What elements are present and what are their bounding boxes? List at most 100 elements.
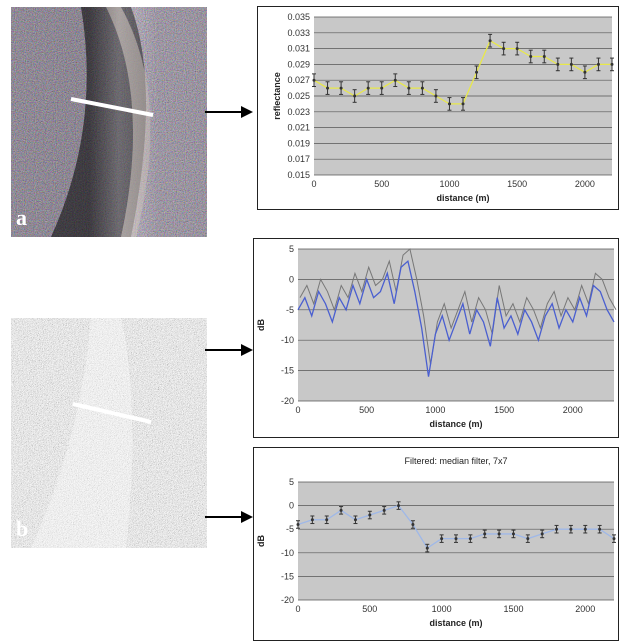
x-tick-label: 500 [374, 179, 389, 189]
y-tick-label: 0.031 [287, 44, 310, 54]
reflectance-chart: 0.015 0.017 0.019 0.021 0.023 0.025 0.027 0.029… [257, 6, 619, 210]
data-point [454, 537, 458, 541]
y-tick-label: 0.017 [287, 154, 310, 164]
y-tick-label: 0 [289, 274, 294, 284]
data-point [393, 78, 397, 82]
x-tick-label: 2000 [563, 405, 583, 415]
data-point [339, 86, 343, 90]
panel-label-a: a [16, 205, 27, 230]
x-tick-label: 500 [359, 405, 374, 415]
y-tick-label: -20 [281, 595, 294, 605]
sar-image-b: b [11, 318, 207, 548]
data-point [310, 518, 314, 522]
data-point [312, 78, 316, 82]
y-tick-label: 0.029 [287, 59, 310, 69]
x-axis-label: distance (m) [436, 193, 489, 203]
y-tick-label: -15 [281, 571, 294, 581]
y-tick-label: -10 [281, 548, 294, 558]
y-tick-label: 0.019 [287, 138, 310, 148]
data-point [502, 47, 506, 51]
data-point [447, 102, 451, 106]
arrow-right-icon [205, 511, 253, 523]
data-point [569, 527, 573, 531]
data-point [368, 513, 372, 517]
x-tick-label: 1000 [432, 604, 452, 614]
x-tick-label: 1000 [439, 179, 459, 189]
y-tick-label: 0.025 [287, 91, 310, 101]
y-tick-label: -15 [281, 366, 294, 376]
data-point [598, 527, 602, 531]
data-point [540, 532, 544, 536]
y-tick-label: 0.023 [287, 107, 310, 117]
data-point [483, 532, 487, 536]
y-tick-label: 0.015 [287, 170, 310, 180]
data-point [497, 532, 501, 536]
data-point [397, 504, 401, 508]
y-tick-label: -20 [281, 396, 294, 406]
x-tick-label: 2000 [575, 179, 595, 189]
data-point [555, 527, 559, 531]
arrow-right-icon [205, 106, 253, 118]
data-point [382, 508, 386, 512]
x-tick-label: 1500 [507, 179, 527, 189]
data-point [353, 518, 357, 522]
data-point [529, 55, 533, 58]
data-point [583, 70, 587, 74]
x-tick-label: 0 [295, 405, 300, 415]
data-point [407, 86, 411, 90]
x-tick-label: 0 [311, 179, 316, 189]
data-point [475, 70, 479, 74]
y-tick-label: 5 [289, 244, 294, 254]
data-point [461, 102, 465, 106]
data-point [353, 94, 357, 98]
sar-image-a-graphic [11, 7, 207, 237]
data-point [569, 62, 573, 66]
y-tick-label: -5 [286, 524, 294, 534]
x-tick-label: 1500 [503, 604, 523, 614]
y-tick-label: 0.033 [287, 28, 310, 38]
x-axis-label: distance (m) [429, 419, 482, 429]
data-point [411, 522, 415, 526]
series-shadow-line [299, 248, 617, 365]
data-point [511, 532, 515, 536]
data-point [434, 94, 438, 98]
data-point [326, 86, 330, 90]
data-point [488, 39, 492, 43]
data-point [339, 508, 343, 512]
data-point [468, 537, 472, 541]
arrow-right-icon [205, 344, 253, 356]
y-tick-label: -5 [286, 305, 294, 315]
data-point [526, 537, 530, 541]
y-tick-label: 0.027 [287, 75, 310, 85]
data-point [542, 55, 546, 58]
sar-image-b-graphic [11, 318, 207, 548]
x-tick-label: 1500 [494, 405, 514, 415]
data-point [440, 537, 444, 541]
data-point [420, 86, 424, 90]
x-tick-label: 1000 [425, 405, 445, 415]
data-point [610, 62, 614, 66]
y-axis-label: dB [256, 319, 266, 331]
y-axis-label: reflectance [272, 72, 282, 120]
x-tick-label: 2000 [575, 604, 595, 614]
y-tick-label: 0 [289, 501, 294, 511]
x-axis-label: distance (m) [429, 618, 482, 628]
db-chart: 5 0 -5 -10 -15 -20 0 500 1000 1500 2000 distance (m… [253, 238, 619, 438]
data-point [425, 546, 429, 550]
x-tick-label: 0 [295, 604, 300, 614]
filtered-db-chart: 5 0 -5 -10 -15 -20 0 500 1000 1500 2000 distance (m… [253, 447, 619, 641]
data-point [596, 62, 600, 66]
plot-area [298, 249, 614, 401]
chart-title: Filtered: median filter, 7x7 [404, 456, 507, 466]
data-point [556, 62, 560, 66]
reflectance-chart-svg: 0.015 0.017 0.019 0.021 0.023 0.025 0.027 0.029… [272, 12, 614, 203]
data-point [380, 86, 384, 90]
y-tick-label: 0.021 [287, 123, 310, 133]
sar-image-a: a [11, 7, 207, 237]
y-tick-label: 0.035 [287, 12, 310, 22]
data-point [296, 522, 300, 526]
data-point [366, 86, 370, 90]
data-point [583, 527, 587, 531]
